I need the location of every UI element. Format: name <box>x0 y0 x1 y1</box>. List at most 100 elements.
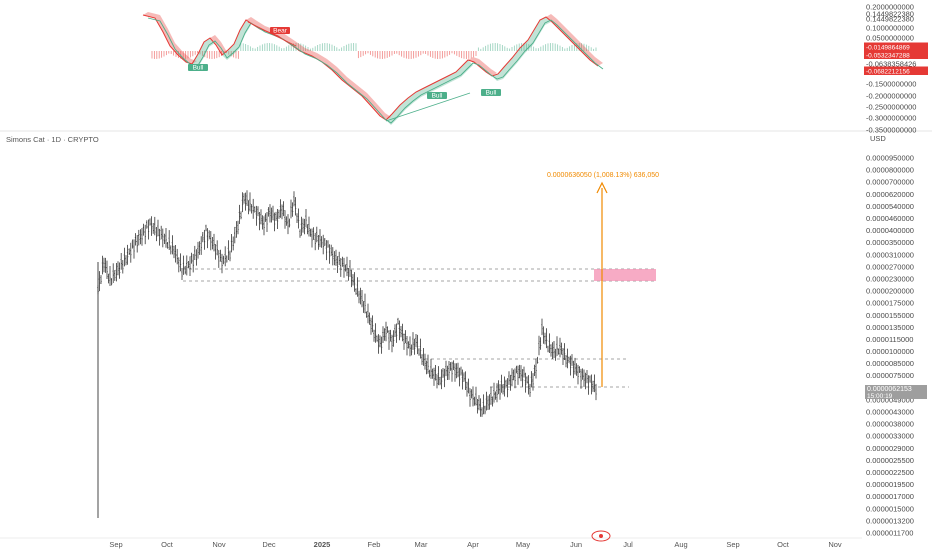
realtime-dot-icon <box>599 534 603 538</box>
oscillator-axis-tick: -0.1500000000 <box>866 80 916 89</box>
oscillator-ribbon-band <box>178 52 191 62</box>
time-axis-label: Nov <box>212 540 226 549</box>
oscillator-tag-value: -0.0532347288 <box>866 52 910 59</box>
oscillator-ribbon-band <box>143 12 160 18</box>
oscillator-ribbon-band <box>520 40 533 53</box>
price-candles <box>97 190 597 518</box>
oscillator-ribbon-band <box>392 105 405 119</box>
countdown: 15:00:19 <box>867 393 893 400</box>
oscillator-slow-line <box>147 17 604 124</box>
measure-arrow-head <box>596 181 608 194</box>
oscillator-ribbon-band <box>504 58 517 72</box>
oscillator-ribbon-band <box>234 30 245 49</box>
price-axis[interactable]: 0.20000000000.14498223800.14498223800.10… <box>864 3 928 538</box>
oscillator-ribbon-band <box>424 84 437 93</box>
oscillator-axis-tick: -0.2000000000 <box>866 92 916 101</box>
oscillator-axis-tick: -0.0638358426 <box>866 60 916 69</box>
oscillator-ribbon-band <box>322 59 337 70</box>
price-axis-tick: 0.0000350000 <box>866 238 914 247</box>
last-price-background <box>865 385 927 399</box>
price-axis-tick: 0.0000460000 <box>866 214 914 223</box>
oscillator-ribbon-band <box>260 26 273 32</box>
price-axis-tick: 0.0000029000 <box>866 444 914 453</box>
oscillator-ribbon-band <box>558 25 571 36</box>
time-axis-label: Sep <box>726 540 739 549</box>
time-axis-label: 2025 <box>314 540 331 549</box>
oscillator-axis-tick: 0.1449822380 <box>866 15 914 24</box>
oscillator-ribbon-band <box>486 69 497 76</box>
oscillator-ribbon-band <box>240 20 251 35</box>
signal-label: Bull <box>432 93 443 100</box>
oscillator-ribbon-band <box>290 41 305 51</box>
price-axis-tick: 0.0000043000 <box>866 408 914 417</box>
oscillator-ribbon-band <box>408 92 421 103</box>
price-axis-tick: 0.0000620000 <box>866 190 914 199</box>
time-axis-label: May <box>516 540 530 549</box>
oscillator-pane[interactable]: Bull Bear Bull Bull <box>142 12 604 125</box>
price-axis-tick: 0.0000200000 <box>866 287 914 296</box>
oscillator-axis-tick: 0.1449822380 <box>866 10 914 19</box>
oscillator-ribbon-band <box>456 66 467 77</box>
price-pane[interactable]: 0.0000636050 (1,008.13%) 636,050 <box>97 172 659 518</box>
price-axis-tick: 0.0000155000 <box>866 311 914 320</box>
oscillator-ribbon-band <box>492 74 503 81</box>
target-zone[interactable] <box>594 269 656 281</box>
oscillator-ribbon-band <box>352 85 367 96</box>
price-axis-tick: 0.0000135000 <box>866 323 914 332</box>
oscillator-ribbon-band <box>440 76 453 85</box>
oscillator-tag-value: -0.0682212156 <box>866 68 910 75</box>
price-axis-tick: 0.0000049000 <box>866 395 914 404</box>
oscillator-ribbon-band <box>566 33 579 44</box>
oscillator-ribbon-band <box>342 77 357 88</box>
price-axis-tick: 0.0000950000 <box>866 154 914 163</box>
price-axis-tick: 0.0000800000 <box>866 166 914 175</box>
time-axis-label: Feb <box>368 540 381 549</box>
price-axis-tick: 0.0000011700 <box>866 529 913 538</box>
oscillator-axis-tick: 0.1000000000 <box>866 24 914 33</box>
oscillator-ribbon-band <box>416 88 429 97</box>
oscillator-ribbon-band <box>480 64 491 72</box>
oscillator-trendline <box>385 92 471 122</box>
chart-title: Simons Cat · 1D · CRYPTO <box>6 135 99 144</box>
price-axis-tick: 0.0000013200 <box>866 516 914 525</box>
price-axis-tick: 0.0000022500 <box>866 468 914 477</box>
oscillator-axis-tick: -0.3500000000 <box>866 126 916 135</box>
time-axis-label: Dec <box>262 540 276 549</box>
oscillator-ribbon-band <box>498 67 509 79</box>
time-axis-label: Jul <box>623 540 633 549</box>
oscillator-ribbon-band <box>574 41 587 52</box>
oscillator-ribbon-band <box>552 19 563 28</box>
time-axis-label: Mar <box>415 540 428 549</box>
measure-tool[interactable]: 0.0000636050 (1,008.13%) 636,050 <box>547 172 659 387</box>
oscillator-axis-tick: 0.0500000000 <box>866 34 914 43</box>
time-axis-label: Aug <box>674 540 687 549</box>
oscillator-ribbon-band <box>400 98 413 110</box>
oscillator-tag-background <box>864 50 928 59</box>
time-axis-label: Oct <box>777 540 790 549</box>
oscillator-ribbon-band <box>362 93 377 107</box>
signal-label: Bull <box>193 65 204 72</box>
price-axis-tick: 0.0000033000 <box>866 432 914 441</box>
oscillator-ribbon-band <box>546 14 557 22</box>
oscillator-ribbon-band <box>512 48 525 63</box>
time-axis-label: Oct <box>161 540 174 549</box>
signal-label: Bear <box>273 28 288 35</box>
oscillator-ribbon-band <box>462 60 473 71</box>
signal-label-background <box>481 89 501 96</box>
oscillator-tag-value: -0.0149864869 <box>866 44 910 51</box>
price-axis-tick: 0.0000400000 <box>866 226 914 235</box>
oscillator-axis-tick: -0.2500000000 <box>866 103 916 112</box>
oscillator-ribbon-band <box>312 53 327 62</box>
oscillator-ribbon-band <box>278 33 295 44</box>
oscillator-tag-background <box>864 42 928 51</box>
time-axis-label: Jun <box>570 540 582 549</box>
signal-label-background <box>188 64 208 71</box>
go-to-realtime-icon[interactable] <box>591 530 611 542</box>
price-axis-tick: 0.0000310000 <box>866 250 914 259</box>
time-axis[interactable]: Sep Oct Nov Dec 2025 Feb Mar Apr May Jun Jul Aug Sep… <box>0 537 862 549</box>
time-axis-label: Apr <box>467 540 479 549</box>
oscillator-ribbon-band <box>372 104 385 116</box>
oscillator-ribbon-band <box>432 80 445 89</box>
oscillator-ribbon-band <box>210 35 221 45</box>
